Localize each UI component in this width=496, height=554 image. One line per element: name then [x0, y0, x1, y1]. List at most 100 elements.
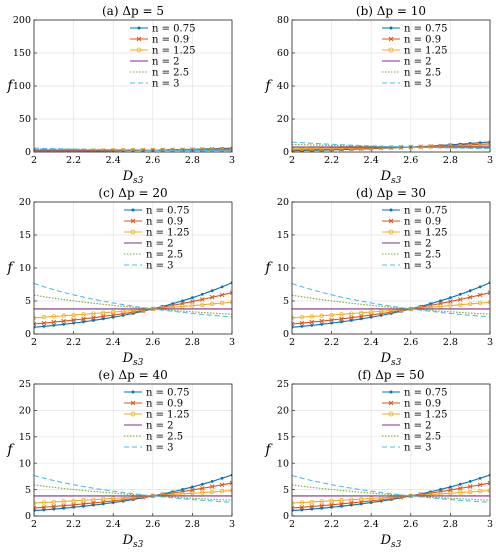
x-tick-label: 2 [289, 155, 295, 166]
series-marker [329, 502, 334, 508]
x-tick-label: 2.8 [443, 155, 458, 166]
series-marker [358, 314, 364, 319]
series-marker [82, 320, 85, 324]
series-marker [359, 317, 363, 321]
legend-marker [388, 47, 394, 53]
legend-label: n = 0.75 [146, 388, 189, 399]
series-marker [438, 304, 443, 309]
series-marker [220, 285, 224, 289]
x-tick-label: 2.6 [403, 519, 418, 530]
x-tick-label: 2.6 [145, 337, 160, 348]
series-line-1.25 [34, 489, 232, 504]
series-marker [111, 315, 115, 319]
panel-title: (f) Δp = 50 [358, 368, 425, 382]
panel-4: 2 2.2 2.4 2.6 2.8 3 0 5 10 15 20 (d) Δp = 30 Ds3 f n =… [264, 186, 493, 368]
series-marker [61, 499, 66, 504]
y-tick-label: 20 [277, 197, 289, 208]
series-marker [190, 487, 195, 493]
series-marker [220, 476, 224, 480]
series-marker [41, 500, 47, 505]
series-marker [329, 498, 334, 504]
series-marker [487, 488, 490, 493]
legend-label: n = 0.9 [152, 35, 189, 46]
series-marker [468, 301, 473, 307]
x-tick-label: 2.8 [185, 519, 200, 530]
legend-label: n = 1.25 [146, 228, 189, 239]
series-marker [349, 500, 354, 506]
series-marker [467, 484, 473, 489]
series-marker [319, 313, 324, 318]
x-tick-label: 2.2 [66, 519, 81, 530]
x-axis-label: Ds3 [122, 533, 144, 550]
series-marker [190, 299, 195, 304]
x-tick-label: 3 [487, 337, 493, 348]
y-tick-label: 0 [25, 329, 31, 340]
series-marker [339, 316, 344, 322]
y-tick-label: 20 [19, 406, 31, 417]
series-marker [71, 317, 76, 323]
series-line-3 [34, 475, 232, 503]
legend-label: n = 0.9 [404, 217, 441, 228]
legend-label: n = 2 [152, 57, 180, 68]
legend-label: n = 2 [146, 239, 174, 250]
series-marker [209, 294, 215, 300]
x-tick-label: 2.8 [443, 337, 458, 348]
series-marker [369, 496, 374, 501]
x-tick-label: 2.2 [324, 519, 339, 530]
series-marker [439, 488, 442, 491]
series-marker [209, 484, 215, 489]
series-marker [219, 292, 225, 298]
series-marker [101, 310, 106, 316]
series-marker [299, 504, 305, 510]
series-marker [477, 300, 483, 306]
x-tick-label: 2 [31, 337, 37, 348]
x-axis-label-sub: s3 [133, 176, 144, 186]
y-tick-label: 0 [283, 147, 289, 158]
series-marker [349, 145, 354, 151]
legend-label: n = 2.5 [146, 432, 183, 443]
x-axis-label-sub: s3 [391, 176, 402, 186]
series-marker [340, 320, 343, 324]
legend-label: n = 3 [146, 443, 174, 454]
series-line-1.25 [292, 489, 490, 504]
series-marker [61, 318, 67, 324]
series-marker [200, 490, 205, 495]
legend-label: n = 2.5 [152, 68, 189, 79]
legend-marker [137, 26, 141, 30]
series-marker [448, 299, 453, 304]
y-tick-label: 10 [277, 263, 289, 274]
series-marker [34, 505, 37, 511]
series-marker [309, 319, 315, 325]
series-group [34, 473, 232, 512]
legend-marker [388, 218, 394, 224]
series-marker [200, 292, 204, 296]
legend-label: n = 3 [404, 79, 432, 90]
series-marker [61, 313, 66, 318]
x-tick-label: 2.6 [403, 155, 418, 166]
legend-label: n = 1.25 [146, 410, 189, 421]
series-marker [91, 500, 96, 506]
series-marker [181, 488, 184, 491]
series-line-1.25 [34, 301, 232, 319]
series-marker [200, 302, 205, 307]
series-marker [120, 309, 126, 314]
legend: n = 0.75n = 0.9n = 1.25n = 2n = 2.5n = 3 [124, 206, 189, 272]
y-tick-label: 0 [283, 511, 289, 522]
x-tick-label: 3 [487, 155, 493, 166]
series-marker [91, 497, 96, 502]
panel-title: (d) Δp = 30 [356, 186, 426, 200]
series-marker [71, 312, 76, 318]
y-tick-label: 20 [19, 197, 31, 208]
series-marker [468, 289, 472, 293]
series-marker [487, 290, 490, 295]
series-marker [477, 482, 483, 488]
series-marker [91, 311, 96, 316]
series-marker [378, 309, 384, 314]
legend-label: n = 0.75 [152, 24, 195, 35]
legend-label: n = 2 [404, 239, 432, 250]
panel-5: 2 2.2 2.4 2.6 2.8 3 0 5 10 15 20 25 (e) Δp = 40 Ds3 f n… [6, 368, 235, 550]
series-marker [101, 496, 106, 502]
series-marker [448, 303, 453, 308]
series-marker [339, 145, 344, 151]
series-marker [190, 303, 195, 308]
